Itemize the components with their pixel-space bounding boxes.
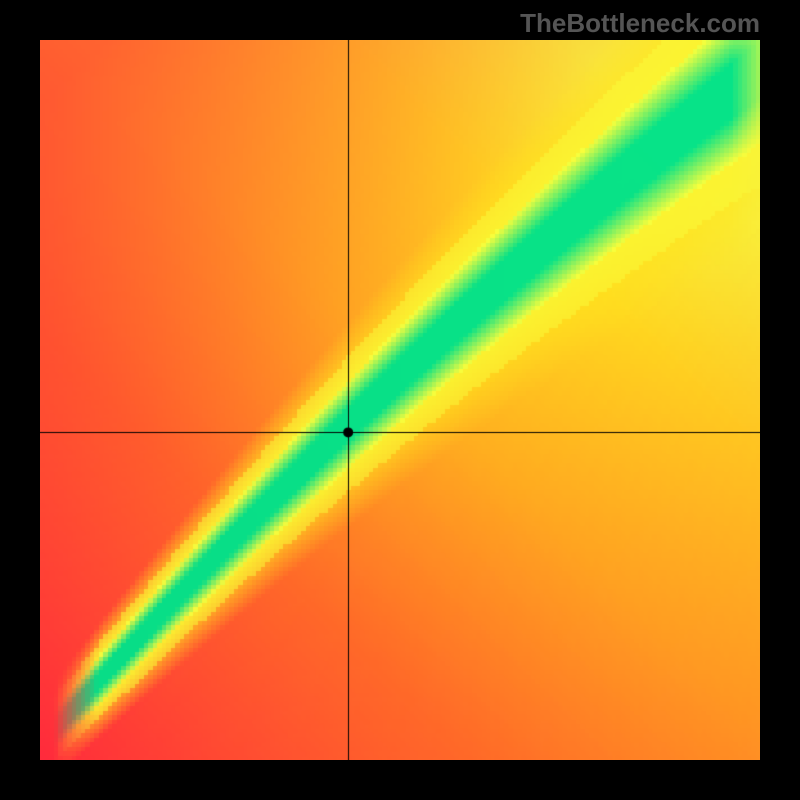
watermark-text: TheBottleneck.com: [520, 8, 760, 39]
bottleneck-heatmap: [40, 40, 760, 760]
chart-container: TheBottleneck.com: [0, 0, 800, 800]
